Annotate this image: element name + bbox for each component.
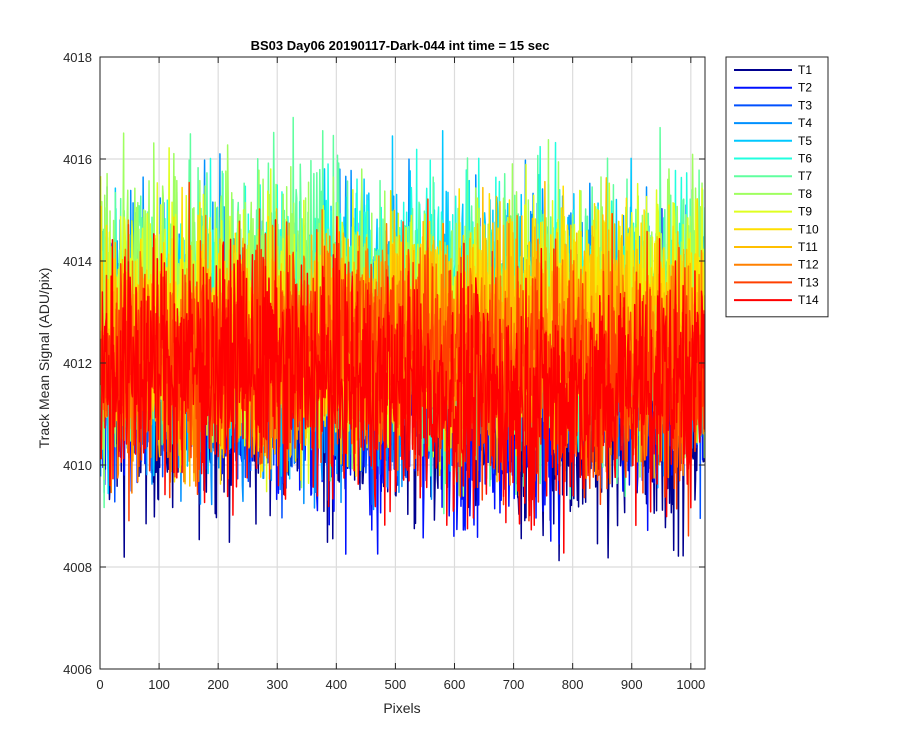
legend-label: T9 <box>798 205 812 219</box>
legend-box <box>725 56 829 318</box>
y-axis: 4006 4008 4010 4012 4014 4016 4018 <box>63 50 705 677</box>
x-axis: 0 100 200 300 400 500 600 700 800 900 1000 <box>96 57 705 692</box>
y-tick-label: 4014 <box>63 254 92 269</box>
chart-title: BS03 Day06 20190117-Dark-044 int time = … <box>251 38 550 53</box>
legend-label: T1 <box>798 63 812 77</box>
y-tick-label: 4012 <box>63 356 92 371</box>
x-tick-label: 700 <box>503 677 525 692</box>
y-tick-label: 4018 <box>63 50 92 65</box>
x-tick-label: 100 <box>148 677 170 692</box>
y-tick-label: 4006 <box>63 662 92 677</box>
legend-label: T8 <box>798 187 812 201</box>
legend-label: T11 <box>798 240 818 254</box>
legend-label: T7 <box>798 169 812 183</box>
legend-label: T5 <box>798 134 812 148</box>
legend-label: T12 <box>798 258 819 272</box>
legend-label: T2 <box>798 81 812 95</box>
x-tick-label: 200 <box>207 677 229 692</box>
y-tick-label: 4016 <box>63 152 92 167</box>
x-tick-label: 500 <box>385 677 407 692</box>
legend-label: T14 <box>798 293 819 307</box>
legend: T1 T2 T3 T4 T5 T6 T7 T8 T9 T10 T11 T12 T13 T14 <box>725 56 829 318</box>
x-tick-label: 400 <box>325 677 347 692</box>
x-tick-label: 900 <box>621 677 643 692</box>
x-tick-label: 0 <box>96 677 103 692</box>
legend-label: T3 <box>798 98 812 112</box>
legend-label: T10 <box>798 222 819 236</box>
legend-label: T6 <box>798 152 812 166</box>
x-tick-label: 800 <box>562 677 584 692</box>
y-tick-label: 4010 <box>63 458 92 473</box>
x-tick-label: 1000 <box>676 677 705 692</box>
legend-label: T4 <box>798 116 812 130</box>
legend-label: T13 <box>798 275 819 289</box>
x-tick-label: 600 <box>444 677 466 692</box>
series-layer <box>100 116 705 562</box>
x-tick-label: 300 <box>266 677 288 692</box>
y-tick-label: 4008 <box>63 560 92 575</box>
series-line-t14 <box>100 216 705 554</box>
y-axis-label: Track Mean Signal (ADU/pix) <box>36 268 52 449</box>
x-axis-label: Pixels <box>383 700 420 716</box>
